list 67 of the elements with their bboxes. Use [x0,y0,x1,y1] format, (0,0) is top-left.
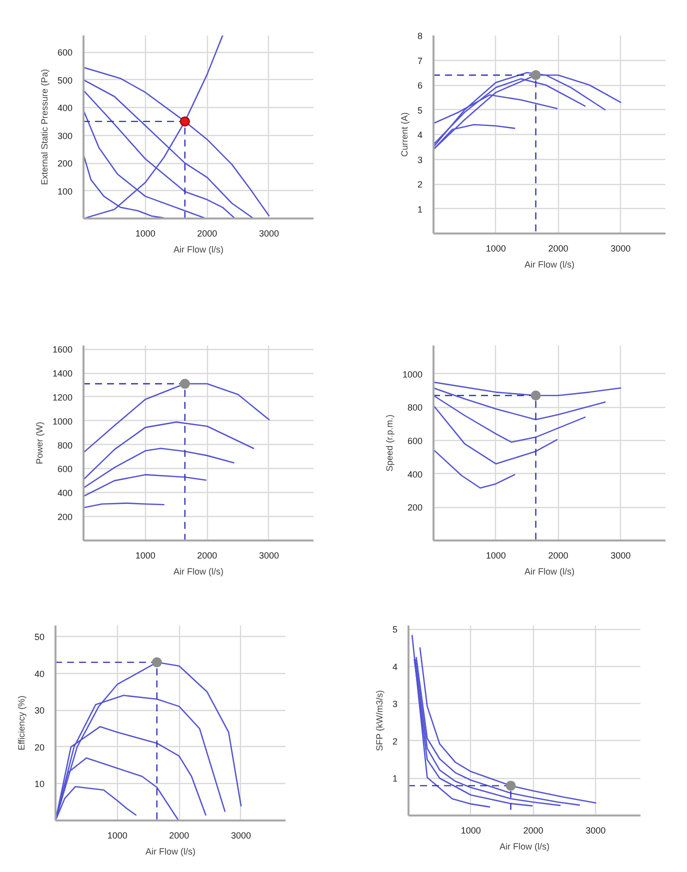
x-tick-label: 3000 [610,550,631,560]
y-tick-label: 1000 [402,369,423,380]
y-tick-label: 1400 [52,368,73,379]
y-tick-label: 20 [34,742,45,752]
y-tick-label: 100 [57,186,73,196]
y-tick-label: 500 [57,75,73,86]
y-tick-label: 6 [417,80,423,90]
x-axis-title: Air Flow (l/s) [524,566,574,576]
x-tick-label: 1000 [135,550,156,560]
y-axis-title: Efficiency (%) [16,696,26,750]
y-tick-label: 400 [57,488,73,498]
y-tick-label: 600 [57,464,73,474]
y-tick-label: 5 [417,105,423,116]
y-axis-title: SFP (kW/m3/s) [374,690,384,751]
y-tick-label: 4 [417,130,423,140]
y-tick-label: 1 [417,204,423,214]
y-axis-title: Power (W) [34,422,44,464]
y-tick-label: 1200 [52,392,73,402]
x-axis-title: Air Flow (l/s) [146,846,196,856]
y-tick-label: 10 [34,779,45,790]
y-tick-label: 50 [34,632,45,642]
x-tick-label: 1000 [486,550,506,560]
y-tick-label: 200 [57,512,73,522]
y-tick-label: 200 [57,158,73,169]
y-axis-title: Current (A) [399,112,410,157]
x-tick-label: 3000 [586,826,606,836]
x-tick-label: 2000 [197,228,218,238]
x-tick-label: 2000 [169,830,190,840]
y-tick-label: 600 [57,48,73,58]
y-tick-label: 600 [407,436,423,446]
y-tick-label: 1000 [52,416,73,426]
y-tick-label: 1600 [52,344,73,355]
y-tick-label: 30 [34,706,45,716]
x-tick-label: 1000 [135,228,156,238]
y-tick-label: 400 [407,469,423,480]
y-axis-title: External Static Pressure (Pa) [39,68,50,186]
x-axis-title: Air Flow (l/s) [174,244,224,254]
y-tick-label: 2 [392,736,398,746]
x-tick-label: 3000 [258,228,280,238]
x-tick-label: 2000 [548,550,568,560]
y-tick-label: 1 [392,774,398,784]
y-tick-label: 40 [34,668,45,679]
x-axis-title: Air Flow (l/s) [524,260,574,270]
y-tick-label: 3 [417,154,423,165]
y-tick-label: 8 [417,31,423,41]
y-tick-label: 2 [417,180,423,190]
x-tick-label: 1000 [460,826,481,836]
y-tick-label: 7 [417,56,423,66]
y-tick-label: 4 [392,662,398,672]
x-tick-label: 2000 [548,244,568,254]
y-tick-label: 300 [57,130,73,141]
y-tick-label: 200 [407,502,423,513]
x-tick-label: 2000 [523,826,544,836]
x-tick-label: 3000 [230,830,252,840]
y-tick-label: 800 [407,402,423,413]
y-tick-label: 5 [392,624,398,635]
x-tick-label: 3000 [258,550,280,560]
x-tick-label: 1000 [486,244,506,254]
x-tick-label: 1000 [107,830,128,840]
y-tick-label: 800 [57,440,73,450]
y-tick-label: 3 [392,699,398,710]
x-tick-label: 2000 [197,550,218,560]
x-axis-title: Air Flow (l/s) [174,566,224,576]
x-axis-title: Air Flow (l/s) [500,842,550,852]
y-axis-title: Speed (r.p.m.) [384,414,394,472]
x-tick-label: 3000 [610,244,631,254]
y-tick-label: 400 [57,103,73,114]
